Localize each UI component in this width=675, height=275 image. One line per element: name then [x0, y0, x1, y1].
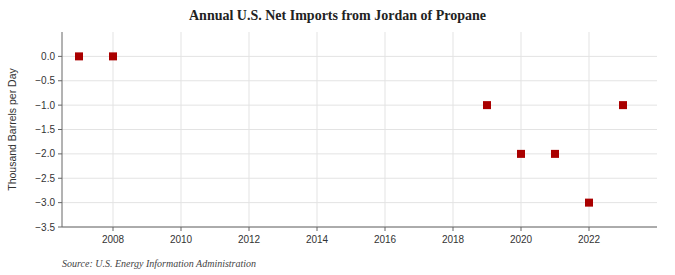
y-tick-label: −3.5 — [35, 222, 55, 233]
x-tick-label: 2020 — [510, 234, 533, 245]
grid-line-x — [521, 32, 522, 227]
source-note: Source: U.S. Energy Information Administ… — [62, 258, 256, 269]
y-tick — [58, 80, 62, 81]
y-tick — [58, 227, 62, 228]
grid-line-y — [62, 56, 657, 57]
y-tick — [58, 202, 62, 203]
grid-line-y — [62, 105, 657, 106]
y-tick — [58, 56, 62, 57]
x-tick-label: 2018 — [442, 234, 465, 245]
x-tick — [453, 227, 454, 231]
grid-line-x — [589, 32, 590, 227]
x-tick-label: 2008 — [102, 234, 125, 245]
x-tick — [317, 227, 318, 231]
x-tick — [589, 227, 590, 231]
point — [585, 199, 593, 207]
title: Annual U.S. Net Imports from Jordan of P… — [189, 8, 486, 23]
grid-line-y — [62, 129, 657, 130]
x-tick — [249, 227, 250, 231]
point — [109, 52, 117, 60]
grid-line-x — [453, 32, 454, 227]
x-tick — [113, 227, 114, 231]
x-tick-label: 2010 — [170, 234, 193, 245]
point — [75, 52, 83, 60]
point — [619, 101, 627, 109]
y-tick-label: −0.5 — [35, 75, 55, 86]
x-tick-label: 2022 — [578, 234, 601, 245]
x-tick — [385, 227, 386, 231]
y-tick — [58, 178, 62, 179]
grid-line-x — [113, 32, 114, 227]
grid-line-y — [62, 153, 657, 154]
points — [75, 52, 627, 206]
x-tick-label: 2012 — [238, 234, 261, 245]
y-tick-label: 0.0 — [41, 51, 55, 62]
point — [483, 101, 491, 109]
grid-line-y — [62, 202, 657, 203]
grid-line-y — [62, 80, 657, 81]
grid-line-x — [385, 32, 386, 227]
y-tick-label: −3.0 — [35, 197, 55, 208]
y-tick-label: −2.5 — [35, 173, 55, 184]
y-tick — [58, 129, 62, 130]
grid-line-x — [249, 32, 250, 227]
x-axis-line — [62, 227, 657, 228]
y-axis-label: Thousand Barrels per Day — [6, 67, 18, 190]
grid-line-x — [181, 32, 182, 227]
grid-line-y — [62, 227, 657, 228]
grid-line-x — [317, 32, 318, 227]
y-tick — [58, 105, 62, 106]
point — [551, 150, 559, 158]
y-tick-label: −1.5 — [35, 124, 55, 135]
x-tick-label: 2014 — [306, 234, 329, 245]
y-axis: 0.0 −0.5 −1.0 −1.5 −2.0 −2.5 −3.0 −3.5 — [35, 51, 62, 233]
y-tick — [58, 153, 62, 154]
y-tick-label: −1.0 — [35, 100, 55, 111]
x-tick-label: 2016 — [374, 234, 397, 245]
chart: 0.0−0.5−1.0−1.5−2.0−2.5−3.0−3.5200820102… — [0, 0, 675, 275]
point — [517, 150, 525, 158]
x-tick — [521, 227, 522, 231]
grid — [62, 32, 657, 227]
x-axis: 2008 2010 2012 2014 2016 2018 2020 2022 — [102, 227, 601, 245]
x-tick — [181, 227, 182, 231]
y-tick-label: −2.0 — [35, 148, 55, 159]
grid-line-y — [62, 178, 657, 179]
